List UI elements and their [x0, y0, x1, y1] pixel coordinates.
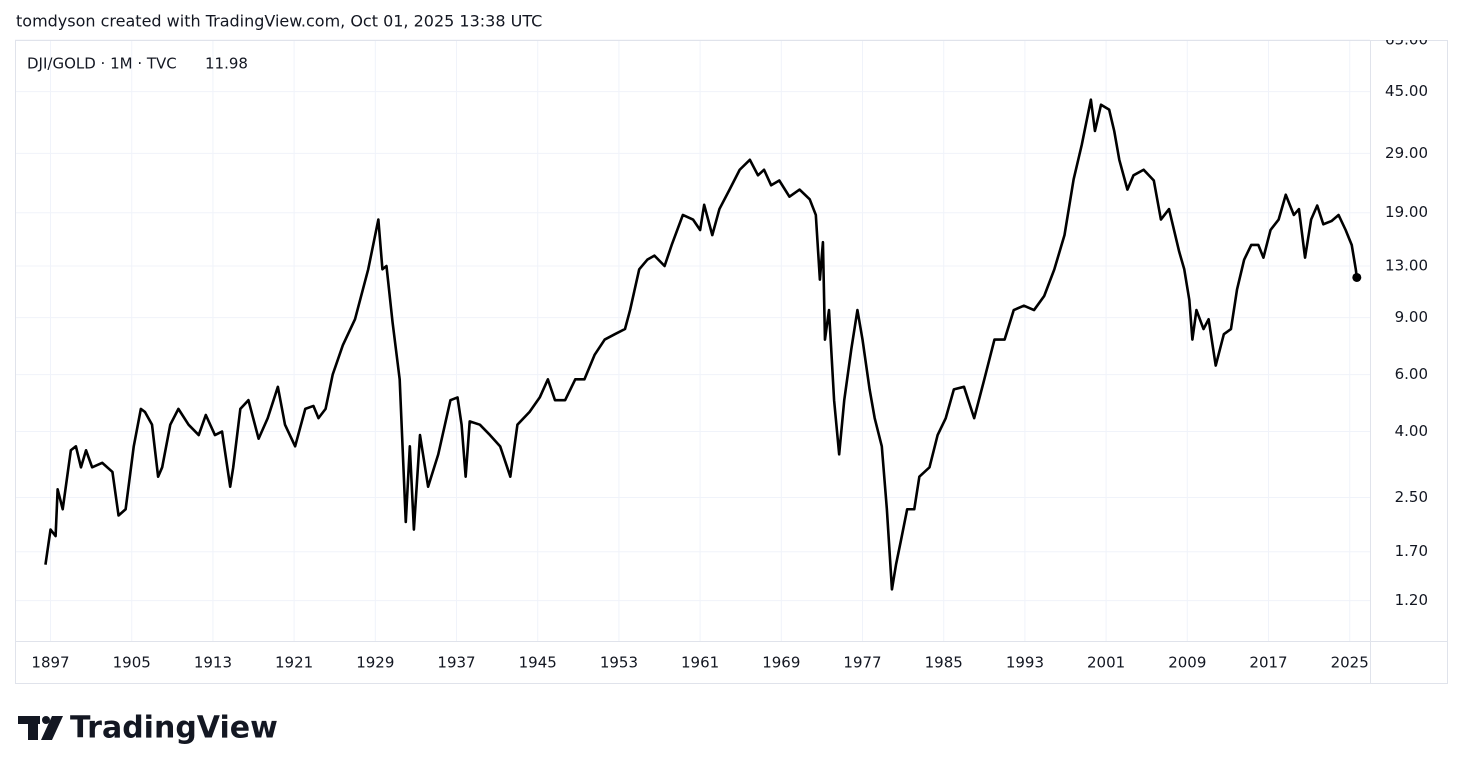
y-tick-label: 13.00 [1385, 257, 1428, 275]
y-tick-label: 6.00 [1395, 365, 1428, 383]
attribution: tomdyson created with TradingView.com, O… [16, 12, 542, 31]
y-tick-label: 9.00 [1395, 308, 1428, 326]
brand-logo [18, 716, 63, 740]
x-tick-label: 2017 [1249, 654, 1287, 672]
chart-title: DJI/GOLD · 1M · TVC [27, 55, 177, 73]
y-tick-label: 1.70 [1395, 542, 1428, 560]
x-tick-label: 1905 [113, 654, 151, 672]
x-tick-label: 2009 [1168, 654, 1206, 672]
x-tick-label: 1937 [437, 654, 475, 672]
y-tick-label: 19.00 [1385, 203, 1428, 221]
y-tick-label: 29.00 [1385, 144, 1428, 162]
x-tick-label: 2025 [1331, 654, 1369, 672]
x-tick-label: 1945 [519, 654, 557, 672]
price-line [44, 98, 1359, 591]
x-tick-label: 1953 [600, 654, 638, 672]
y-tick-label: 2.50 [1395, 488, 1428, 506]
y-tick-label: 4.00 [1395, 422, 1428, 440]
last-point [1352, 272, 1362, 282]
y-tick-label: 45.00 [1385, 82, 1428, 100]
grid [15, 39, 1370, 641]
x-tick-label: 1913 [194, 654, 232, 672]
axes: 65.00 45.00 29.00 19.00 13.00 9.00 6.00 4.00 2.5… [31, 31, 1428, 672]
chart-frame [15, 40, 1448, 684]
y-tick-label: 65.00 [1385, 31, 1428, 49]
x-tick-label: 1969 [762, 654, 800, 672]
y-tick-label: 1.20 [1395, 591, 1428, 609]
x-tick-label: 1921 [275, 654, 313, 672]
x-tick-label: 1961 [681, 654, 719, 672]
last-value: 11.98 [205, 55, 248, 73]
x-tick-label: 1897 [31, 654, 69, 672]
brand-name: TradingView [70, 711, 278, 746]
x-tick-label: 1985 [925, 654, 963, 672]
x-tick-label: 1977 [843, 654, 881, 672]
plot-area [44, 98, 1362, 591]
x-tick-label: 1929 [356, 654, 394, 672]
x-tick-label: 2001 [1087, 654, 1125, 672]
x-tick-label: 1993 [1006, 654, 1044, 672]
